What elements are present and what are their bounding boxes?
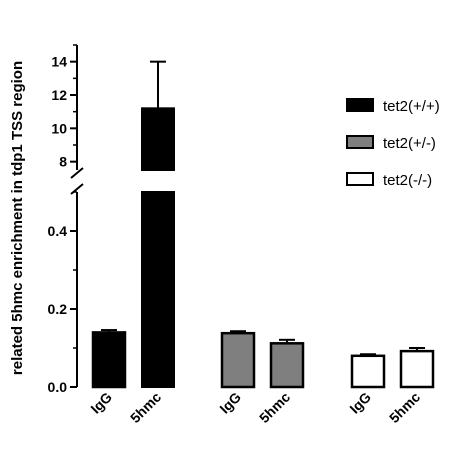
x-tick-label: IgG (346, 389, 374, 417)
legend: tet2(+/+) tet2(+/-) tet2(-/-) (346, 98, 440, 189)
bar (220, 331, 256, 389)
legend-label: tet2(-/-) (383, 172, 432, 189)
bar (269, 342, 305, 389)
y-tick-label: 12 (51, 87, 67, 103)
x-tick-label: IgG (87, 389, 115, 417)
bar (141, 191, 175, 388)
y-tick-label: 10 (51, 120, 67, 136)
y-tick-label: 14 (51, 54, 67, 70)
bar (399, 349, 435, 389)
legend-label: tet2(+/-) (383, 135, 436, 152)
y-axis: 0.0 0.2 0.4 8 10 12 14 (48, 44, 84, 395)
x-tick-label: IgG (216, 389, 244, 417)
y-tick-label: 8 (59, 154, 67, 170)
y-axis-label: related 5hmc enrichment in tdp1 TSS regi… (9, 61, 26, 375)
x-tick-label: 5hmc (256, 389, 293, 426)
y-tick-label: 0.2 (48, 301, 68, 317)
category-labels: IgG 5hmc IgG 5hmc IgG 5hmc (87, 389, 423, 426)
y-tick-label: 0.0 (48, 379, 68, 395)
y-tick-label: 0.4 (48, 223, 68, 239)
bars (91, 60, 435, 389)
bar (91, 331, 127, 389)
legend-swatch (346, 172, 374, 186)
legend-swatch (346, 135, 374, 149)
x-tick-label: 5hmc (127, 389, 164, 426)
bar-upper-segment (141, 107, 175, 172)
bar (350, 354, 386, 389)
legend-label: tet2(+/+) (383, 98, 440, 115)
axis-break-mark (70, 167, 84, 179)
legend-swatch (346, 98, 374, 112)
x-tick-label: 5hmc (386, 389, 423, 426)
